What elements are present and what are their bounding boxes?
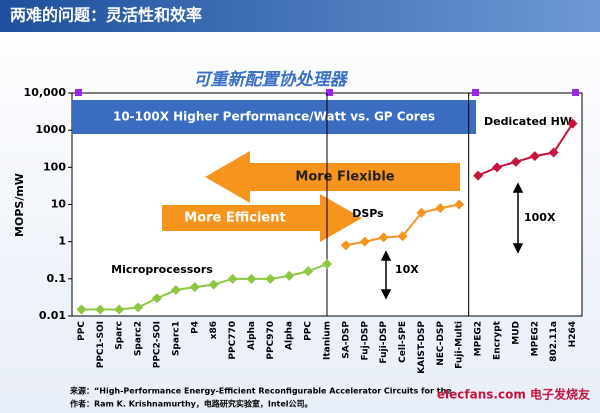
x-tick-label: Sparc xyxy=(115,321,125,350)
y-tick-label: 0.01 xyxy=(39,309,66,322)
marker xyxy=(303,266,314,277)
arrow-left xyxy=(205,151,460,203)
ten-arrow xyxy=(380,250,392,300)
marker xyxy=(265,273,276,284)
marker xyxy=(322,259,332,270)
marker xyxy=(492,162,502,173)
x-tick-label: KAIST-DSP xyxy=(417,321,427,374)
y-tick-label: 1000 xyxy=(35,123,66,136)
x-tick-label: PPC770 xyxy=(228,321,238,360)
marker xyxy=(548,147,559,158)
x-tick-label: MPEG2 xyxy=(530,321,540,356)
x-tick-label: Alpha xyxy=(285,321,295,350)
marker xyxy=(189,282,200,293)
efficient-label: More Efficient xyxy=(184,211,285,226)
marker xyxy=(170,285,181,296)
marker xyxy=(529,151,540,162)
source: 来源：“High-Performance Energy-Efficient Re… xyxy=(69,386,452,396)
y-tick-label: 1 xyxy=(58,235,66,248)
y-tick-label: 100 xyxy=(43,160,66,173)
x-tick-label: SA-DSP xyxy=(341,321,351,359)
marker xyxy=(510,156,521,167)
y-tick-label: 10 xyxy=(51,198,67,211)
corner-marks xyxy=(75,89,579,96)
x-tick-label: Fuji-DSP xyxy=(379,321,389,364)
marker xyxy=(567,118,578,129)
marker xyxy=(359,236,370,247)
header-bar xyxy=(0,0,600,32)
hw-label: Dedicated HW xyxy=(484,115,572,128)
x-tick-label: Cell-SPE xyxy=(398,321,408,363)
x-tick-label: PPC1-SOI xyxy=(96,321,106,368)
marker xyxy=(416,207,427,218)
hundred-label: 100X xyxy=(524,211,556,224)
marker xyxy=(246,273,257,284)
x-tick-label: PPC xyxy=(77,321,87,341)
marker xyxy=(208,279,219,290)
hundred-arrow xyxy=(512,182,524,254)
marker xyxy=(95,304,106,315)
marker xyxy=(378,232,389,243)
x-tick-label: MUD xyxy=(511,321,521,345)
marker xyxy=(435,203,446,214)
x-tick-label: Encrypt xyxy=(493,320,503,360)
x-tick-label: x86 xyxy=(209,321,219,339)
x-tick-label: Sparc1 xyxy=(171,321,181,356)
x-tick-label: Fuji-Multi xyxy=(455,321,465,369)
x-tick-label: PPC xyxy=(304,321,314,341)
marker xyxy=(340,240,351,251)
marker xyxy=(473,170,484,181)
y-axis-label: MOPS/mW xyxy=(13,173,26,237)
band-label: 10-100X Higher Performance/Watt vs. GP C… xyxy=(113,110,435,124)
x-tick-label: MPEG2 xyxy=(474,321,484,356)
x-tick-label: H264 xyxy=(568,321,578,347)
x-tick-label: PPC2-SOI xyxy=(153,321,163,368)
x-tick-label: Sparc2 xyxy=(134,321,144,356)
flexible-label: More Flexible xyxy=(295,170,394,185)
marker xyxy=(133,302,144,313)
chart-title: 可重新配置协处理器 xyxy=(194,70,349,90)
marker xyxy=(114,304,125,315)
header-title: 两难的问题：灵活性和效率 xyxy=(10,6,202,25)
marker xyxy=(76,304,87,315)
author: 作者：Ram K. Krishnamurthy，电路研究实验室，Intel公司。 xyxy=(70,399,313,409)
mp-label: Microprocessors xyxy=(111,263,213,276)
y-tick-label: 0.1 xyxy=(47,272,67,285)
ten-label: 10X xyxy=(395,263,419,276)
x-tick-label: NEC-DSP xyxy=(436,321,446,366)
x-tick-label: 802.11a xyxy=(549,321,559,362)
y-tick-label: 10,000 xyxy=(24,86,67,99)
x-tick-label: Alpha xyxy=(247,321,257,350)
marker xyxy=(454,199,465,210)
x-tick-label: Fuj-DSP xyxy=(360,321,370,361)
marker xyxy=(284,270,295,281)
arrow-right xyxy=(162,194,362,242)
watermark: elecfans.com 电子发烧友 xyxy=(437,387,590,402)
band xyxy=(72,100,476,134)
marker xyxy=(152,293,162,304)
x-tick-label: PPC970 xyxy=(266,321,276,360)
x-tick-label: P4 xyxy=(190,321,200,334)
marker xyxy=(397,231,408,242)
dsp-label: DSPs xyxy=(352,207,384,220)
marker xyxy=(227,273,238,284)
x-tick-label: Itanium xyxy=(323,321,333,360)
